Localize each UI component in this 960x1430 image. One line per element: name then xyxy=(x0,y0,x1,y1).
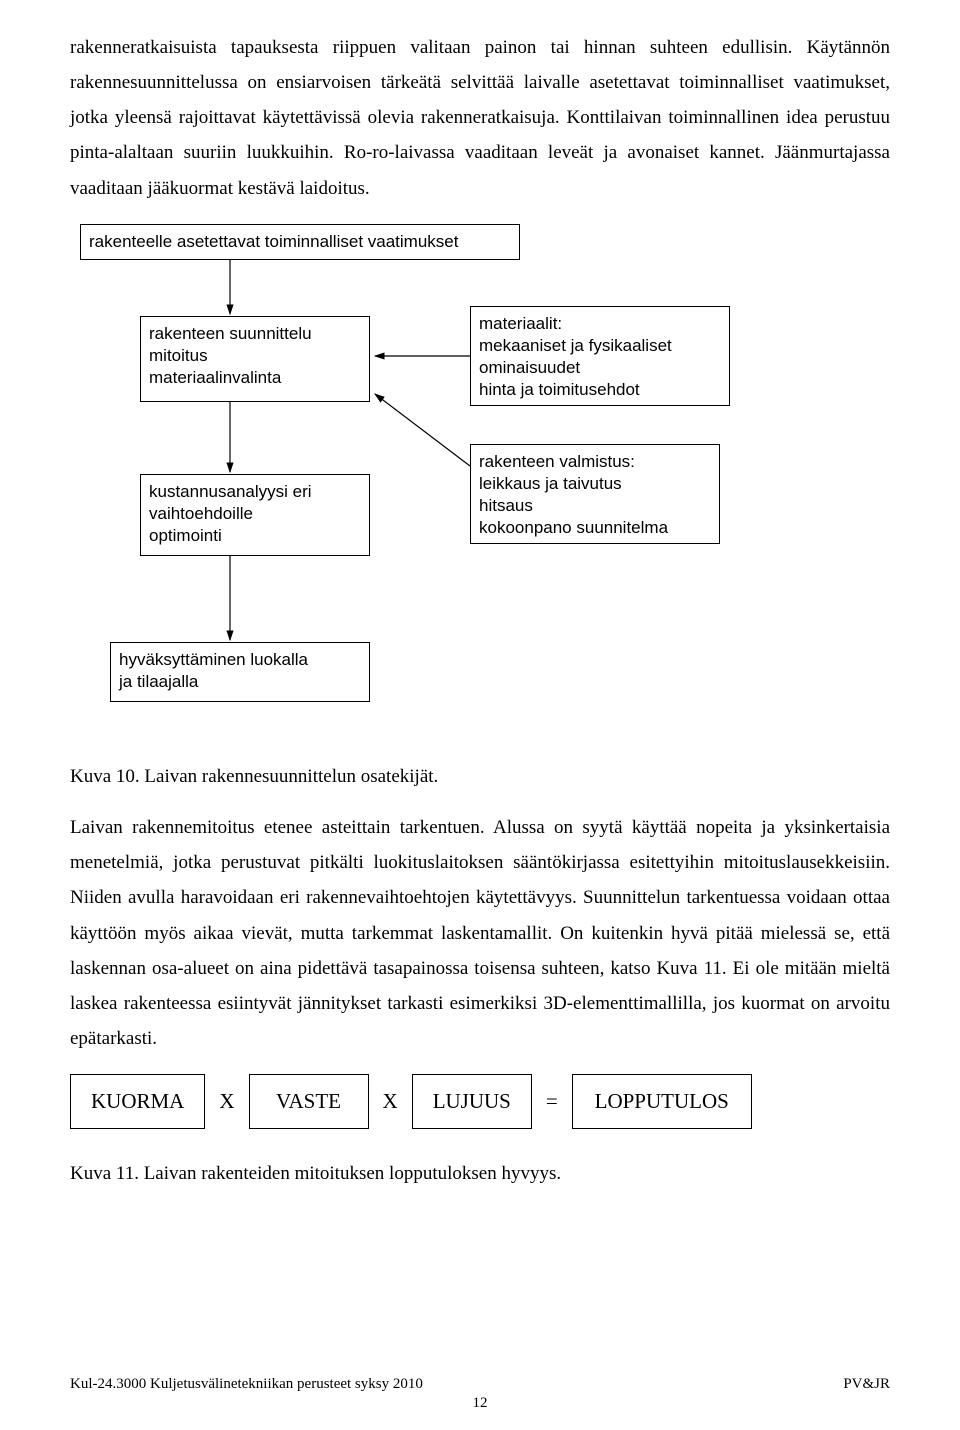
eq-box-kuorma: KUORMA xyxy=(70,1074,205,1129)
box-design: rakenteen suunnittelu mitoitus materiaal… xyxy=(140,316,370,402)
equation-row: KUORMA X VASTE X LUJUUS = LOPPUTULOS xyxy=(70,1074,890,1129)
box-materials: materiaalit: mekaaniset ja fysikaaliset … xyxy=(470,306,730,406)
footer-right: PV&JR xyxy=(843,1376,890,1393)
box-manufacturing: rakenteen valmistus: leikkaus ja taivutu… xyxy=(470,444,720,544)
page-footer: Kul-24.3000 Kuljetusvälinetekniikan peru… xyxy=(70,1376,890,1412)
eq-op-2: X xyxy=(369,1074,412,1129)
figure-caption-11: Kuva 11. Laivan rakenteiden mitoituksen … xyxy=(70,1159,890,1189)
figure-caption-10: Kuva 10. Laivan rakennesuunnittelun osat… xyxy=(70,762,890,792)
eq-box-lujuus: LUJUUS xyxy=(412,1074,532,1129)
footer-page-number: 12 xyxy=(70,1395,890,1412)
eq-op-3: = xyxy=(532,1074,572,1129)
eq-box-vaste: VASTE xyxy=(249,1074,369,1129)
eq-box-lopputulos: LOPPUTULOS xyxy=(572,1074,752,1129)
eq-op-1: X xyxy=(205,1074,248,1129)
flow-diagram: rakenteelle asetettavat toiminnalliset v… xyxy=(70,224,890,744)
footer-left: Kul-24.3000 Kuljetusvälinetekniikan peru… xyxy=(70,1376,423,1393)
paragraph-2: Laivan rakennemitoitus etenee asteittain… xyxy=(70,810,890,1056)
paragraph-1: rakenneratkaisuista tapauksesta riippuen… xyxy=(70,30,890,206)
document-page: rakenneratkaisuista tapauksesta riippuen… xyxy=(0,0,960,1430)
box-approval: hyväksyttäminen luokalla ja tilaajalla xyxy=(110,642,370,702)
box-requirements: rakenteelle asetettavat toiminnalliset v… xyxy=(80,224,520,260)
box-cost-analysis: kustannusanalyysi eri vaihtoehdoille opt… xyxy=(140,474,370,556)
